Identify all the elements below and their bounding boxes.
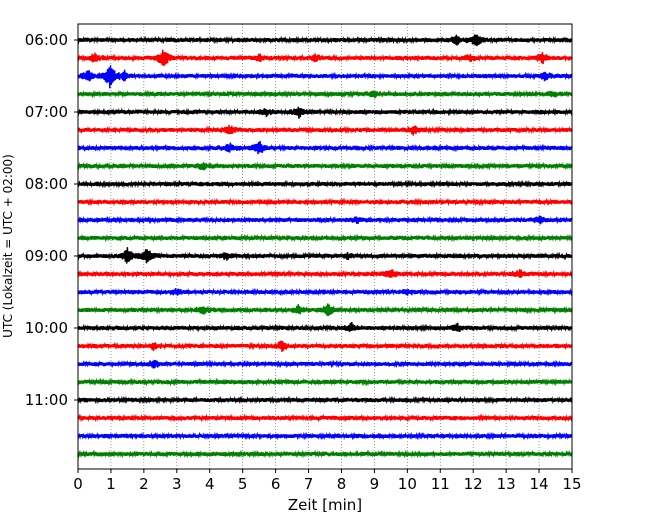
trace-8 [77,179,573,189]
x-tick-label-7: 7 [304,475,314,493]
trace-20 [77,395,573,405]
y-tick-label-11:00: 11:00 [25,391,68,409]
y-tick-label-08:00: 08:00 [25,175,68,193]
trace-5 [77,124,573,136]
trace-0 [77,34,573,47]
trace-6 [77,140,573,155]
trace-1 [77,49,573,67]
y-axis-ticks: 06:00 07:00 08:00 09:00 10:00 11:00 [25,31,78,409]
x-tick-label-11: 11 [431,475,450,493]
plot-frame [77,23,573,470]
trace-9 [77,197,573,207]
trace-16 [77,321,573,333]
y-tick-label-07:00: 07:00 [25,103,68,121]
x-tick-label-13: 13 [497,475,516,493]
y-tick-label-09:00: 09:00 [25,247,68,265]
x-tick-label-9: 9 [370,475,380,493]
x-tick-label-5: 5 [238,475,248,493]
x-tick-label-6: 6 [271,475,281,493]
trace-17 [77,340,573,352]
trace-2 [77,65,573,89]
trace-3 [77,89,573,99]
seismic-traces [77,34,573,459]
trace-4 [77,106,573,119]
trace-14 [77,287,573,297]
trace-15 [77,303,573,317]
x-tick-label-8: 8 [337,475,347,493]
x-tick-label-10: 10 [398,475,417,493]
x-tick-label-2: 2 [139,475,149,493]
trace-22 [77,431,573,441]
trace-7 [77,161,573,171]
trace-19 [77,377,573,387]
trace-10 [77,215,573,225]
x-tick-label-12: 12 [464,475,483,493]
trace-23 [77,449,573,459]
trace-13 [77,268,573,279]
y-tick-label-06:00: 06:00 [25,31,68,49]
x-axis-ticks: 0 1 2 3 4 5 6 7 8 9 10 11 12 13 14 15 [73,469,582,493]
x-tick-label-4: 4 [205,475,215,493]
trace-21 [77,413,573,423]
grid-lines [110,24,540,469]
x-axis-label: Zeit [min] [288,496,362,514]
x-tick-label-1: 1 [106,475,116,493]
y-tick-label-10:00: 10:00 [25,319,68,337]
y-axis-label: UTC (Lokalzeit = UTC + 02:00) [1,154,15,338]
x-tick-label-15: 15 [562,475,581,493]
trace-11 [77,233,573,243]
x-tick-label-3: 3 [172,475,182,493]
trace-18 [77,359,573,369]
x-tick-label-14: 14 [530,475,549,493]
x-tick-label-0: 0 [73,475,83,493]
trace-12 [77,247,573,264]
